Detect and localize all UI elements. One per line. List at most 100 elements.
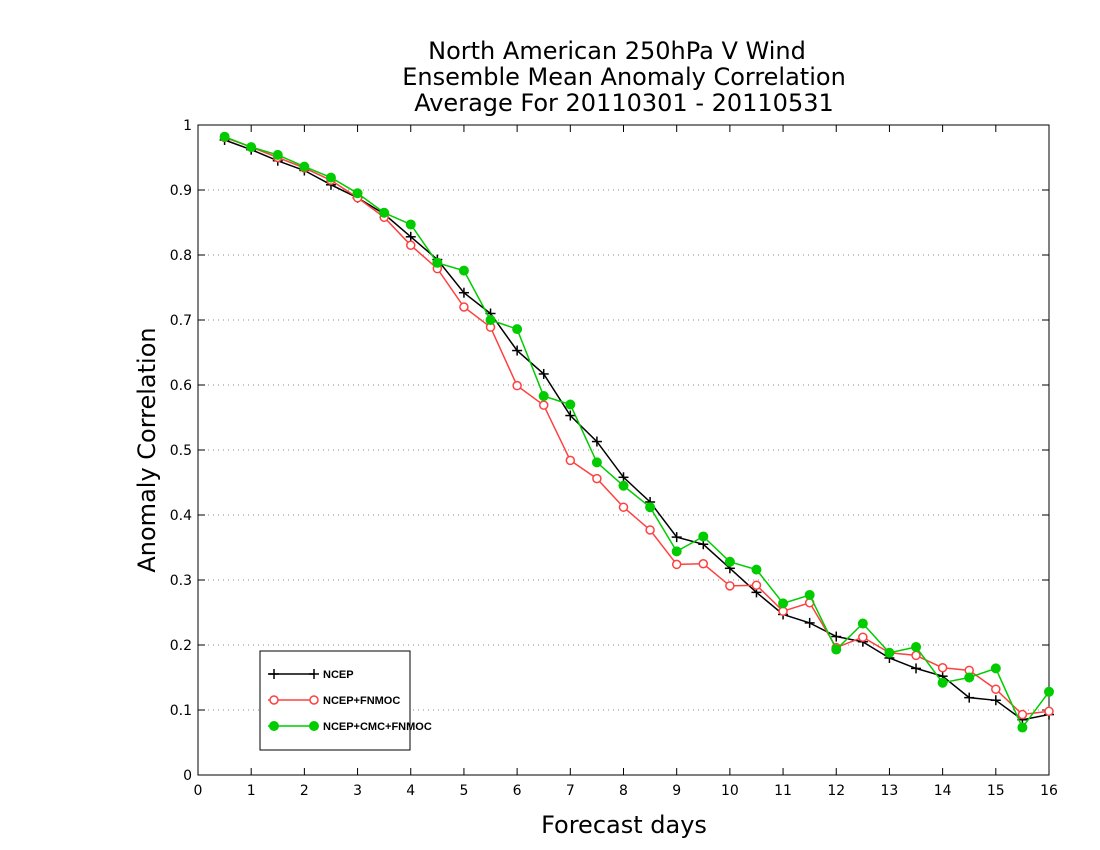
data-point <box>432 257 443 268</box>
x-axis-label: Forecast days <box>541 811 707 839</box>
legend-marker-right <box>309 695 319 705</box>
data-point <box>911 641 922 652</box>
y-tick-label: 0.8 <box>170 248 192 264</box>
data-point <box>618 472 629 483</box>
y-tick-label: 0.7 <box>170 313 192 329</box>
data-point <box>459 302 469 312</box>
x-tick-label: 13 <box>881 783 899 799</box>
data-point <box>831 631 842 642</box>
legend-label: NCEP+CMC+FNMOC <box>323 721 432 733</box>
x-tick-label: 5 <box>459 783 468 799</box>
data-point <box>671 559 682 570</box>
series-line-ncep <box>224 139 1050 721</box>
data-point <box>618 502 629 512</box>
data-point <box>698 531 709 542</box>
data-point <box>591 457 602 468</box>
data-point <box>751 564 762 575</box>
data-point <box>565 455 576 466</box>
y-axis-label: Anomaly Correlation <box>133 327 161 572</box>
title-line-2: Ensemble Mean Anomaly Correlation <box>402 63 846 91</box>
title-line-1: North American 250hPa V Wind <box>428 37 806 65</box>
data-point <box>937 677 948 688</box>
data-point <box>645 502 656 513</box>
data-point <box>272 149 283 160</box>
data-point <box>804 617 815 628</box>
x-tick-label: 3 <box>353 783 362 799</box>
chart-title: North American 250hPa V Wind Ensemble Me… <box>402 37 846 117</box>
series-layer <box>219 131 1054 733</box>
data-point <box>512 380 522 391</box>
data-point <box>512 345 523 356</box>
title-line-3: Average For 20110301 - 20110531 <box>414 89 834 117</box>
x-tick-label: 11 <box>774 783 792 799</box>
data-point <box>379 207 390 218</box>
data-point <box>964 692 975 703</box>
data-point <box>538 391 549 402</box>
x-axis-ticks: 0 1 2 3 4 5 6 7 8 9 10 11 12 13 14 15 16 <box>194 125 1058 799</box>
data-point <box>591 436 602 447</box>
x-tick-label: 4 <box>406 783 415 799</box>
gridlines <box>198 189 1049 711</box>
data-point <box>458 265 469 276</box>
x-tick-label: 0 <box>194 783 203 799</box>
y-tick-label: 0.3 <box>170 573 192 589</box>
data-point <box>804 589 815 600</box>
data-point <box>299 161 310 172</box>
y-axis-ticks: 0 0.1 0.2 0.3 0.4 0.5 0.6 0.7 0.8 0.9 1 <box>170 118 1049 784</box>
x-tick-label: 6 <box>513 783 522 799</box>
x-tick-label: 1 <box>247 783 256 799</box>
data-point <box>405 231 416 242</box>
legend-item: NCEP+FNMOC <box>268 695 400 707</box>
data-point <box>937 663 948 673</box>
data-point <box>512 324 523 335</box>
x-tick-label: 10 <box>721 783 739 799</box>
data-point <box>645 525 655 535</box>
y-tick-label: 0.1 <box>170 703 192 719</box>
x-tick-label: 8 <box>619 783 628 799</box>
series-ncep <box>219 134 1054 725</box>
data-point <box>1017 722 1028 733</box>
y-tick-label: 0 <box>183 768 192 784</box>
y-tick-label: 0.5 <box>170 443 192 459</box>
legend: NCEP NCEP+FNMOC NCEP+CMC+FNMOC <box>259 650 432 751</box>
data-point <box>458 287 469 298</box>
data-point <box>911 663 922 674</box>
data-point <box>964 672 975 683</box>
x-tick-label: 7 <box>566 783 575 799</box>
legend-marker-left <box>269 669 279 679</box>
x-tick-label: 12 <box>827 783 845 799</box>
series-line-ncep-cmc-fnmoc <box>224 136 1050 729</box>
data-point <box>698 559 709 569</box>
legend-label: NCEP <box>323 669 354 681</box>
legend-item: NCEP <box>268 669 354 681</box>
data-point <box>592 473 602 484</box>
data-point <box>911 650 921 661</box>
legend-marker-right <box>309 721 319 731</box>
data-point <box>858 632 868 642</box>
data-point <box>671 532 682 543</box>
x-tick-label: 2 <box>300 783 309 799</box>
data-point <box>219 131 230 142</box>
series-ncep-cmc-fnmoc <box>219 131 1054 733</box>
data-point <box>751 580 762 590</box>
series-line-ncep-fnmoc <box>224 136 1050 716</box>
data-point <box>538 400 549 410</box>
y-tick-label: 1 <box>183 118 192 134</box>
data-point <box>246 142 257 153</box>
data-point <box>538 368 549 379</box>
data-point <box>485 315 496 325</box>
data-point <box>884 647 895 658</box>
legend-label: NCEP+FNMOC <box>323 695 400 707</box>
legend-marker-left <box>269 721 279 731</box>
x-tick-label: 16 <box>1040 783 1058 799</box>
data-point <box>725 581 735 591</box>
data-point <box>990 663 1001 674</box>
data-point <box>831 644 842 655</box>
legend-marker-left <box>269 695 279 705</box>
x-tick-label: 15 <box>987 783 1005 799</box>
data-point <box>565 399 576 410</box>
data-point <box>724 556 735 567</box>
y-tick-label: 0.4 <box>170 508 192 524</box>
data-point <box>325 172 336 183</box>
data-point <box>406 240 416 250</box>
